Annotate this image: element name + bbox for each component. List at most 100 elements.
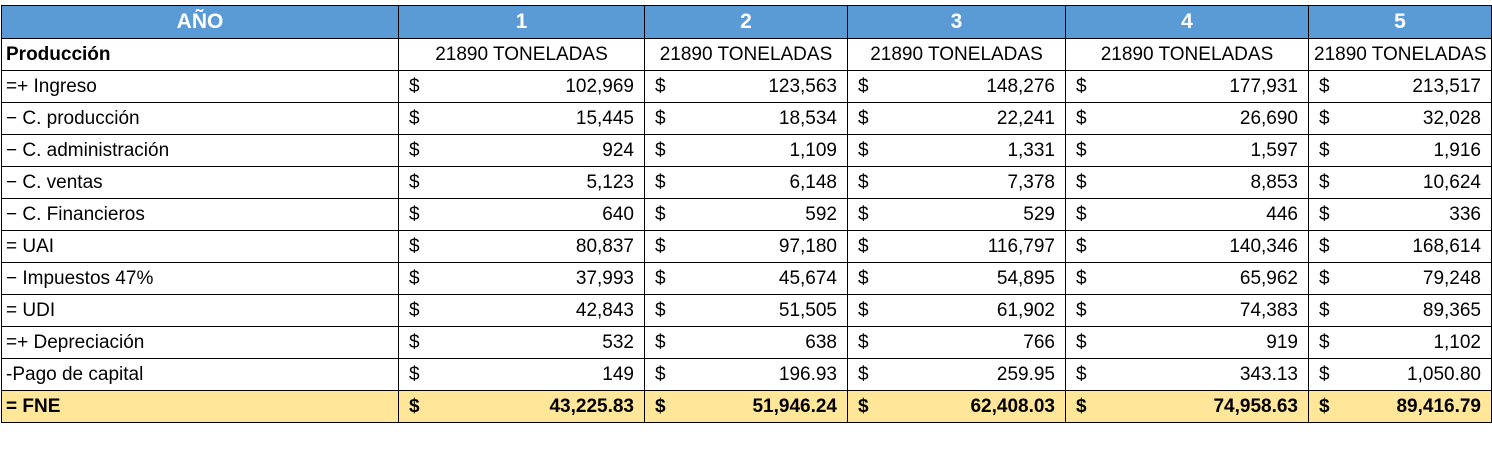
currency-cell[interactable]: $ <box>398 294 434 327</box>
currency-cell[interactable]: $ <box>398 102 434 135</box>
value-cell[interactable]: 65,962 <box>1100 262 1309 295</box>
currency-cell[interactable]: $ <box>1065 166 1101 199</box>
currency-cell[interactable]: $ <box>847 326 883 359</box>
currency-cell[interactable]: $ <box>1065 198 1101 231</box>
currency-cell[interactable]: $ <box>398 230 434 263</box>
value-cell[interactable]: 15,445 <box>433 102 645 135</box>
row-label[interactable]: − C. administración <box>1 134 399 167</box>
currency-cell[interactable]: $ <box>847 262 883 295</box>
total-value-3[interactable]: 62,408.03 <box>882 390 1066 423</box>
year-header-4[interactable]: 4 <box>1065 5 1309 39</box>
currency-cell[interactable]: $ <box>644 262 680 295</box>
production-cell-5[interactable]: 21890 TONELADAS <box>1308 38 1492 71</box>
currency-cell[interactable]: $ <box>847 134 883 167</box>
value-cell[interactable]: 1,331 <box>882 134 1066 167</box>
year-header-2[interactable]: 2 <box>644 5 848 39</box>
value-cell[interactable]: 51,505 <box>679 294 848 327</box>
production-cell-4[interactable]: 21890 TONELADAS <box>1065 38 1309 71</box>
currency-cell[interactable]: $ <box>1308 326 1344 359</box>
currency-cell[interactable]: $ <box>1065 70 1101 103</box>
value-cell[interactable]: 924 <box>433 134 645 167</box>
currency-cell[interactable]: $ <box>398 326 434 359</box>
currency-cell[interactable]: $ <box>1308 230 1344 263</box>
value-cell[interactable]: 446 <box>1100 198 1309 231</box>
currency-cell[interactable]: $ <box>644 294 680 327</box>
currency-cell[interactable]: $ <box>398 166 434 199</box>
value-cell[interactable]: 343.13 <box>1100 358 1309 391</box>
row-label[interactable]: − C. ventas <box>1 166 399 199</box>
currency-cell[interactable]: $ <box>1308 102 1344 135</box>
currency-cell[interactable]: $ <box>1308 134 1344 167</box>
currency-cell[interactable]: $ <box>847 102 883 135</box>
currency-cell[interactable]: $ <box>644 70 680 103</box>
currency-cell[interactable]: $ <box>1065 230 1101 263</box>
production-cell-3[interactable]: 21890 TONELADAS <box>847 38 1066 71</box>
value-cell[interactable]: 54,895 <box>882 262 1066 295</box>
production-cell-1[interactable]: 21890 TONELADAS <box>398 38 645 71</box>
value-cell[interactable]: 10,624 <box>1343 166 1492 199</box>
value-cell[interactable]: 5,123 <box>433 166 645 199</box>
value-cell[interactable]: 1,050.80 <box>1343 358 1492 391</box>
value-cell[interactable]: 213,517 <box>1343 70 1492 103</box>
currency-cell[interactable]: $ <box>644 358 680 391</box>
currency-cell[interactable]: $ <box>398 262 434 295</box>
value-cell[interactable]: 1,597 <box>1100 134 1309 167</box>
currency-cell[interactable]: $ <box>847 230 883 263</box>
currency-cell[interactable]: $ <box>847 358 883 391</box>
value-cell[interactable]: 37,993 <box>433 262 645 295</box>
row-label[interactable]: − C. Financieros <box>1 198 399 231</box>
value-cell[interactable]: 6,148 <box>679 166 848 199</box>
total-value-1[interactable]: 43,225.83 <box>433 390 645 423</box>
value-cell[interactable]: 766 <box>882 326 1066 359</box>
value-cell[interactable]: 532 <box>433 326 645 359</box>
total-currency-3[interactable]: $ <box>847 390 883 423</box>
value-cell[interactable]: 1,109 <box>679 134 848 167</box>
total-value-2[interactable]: 51,946.24 <box>679 390 848 423</box>
currency-cell[interactable]: $ <box>1308 294 1344 327</box>
value-cell[interactable]: 177,931 <box>1100 70 1309 103</box>
value-cell[interactable]: 79,248 <box>1343 262 1492 295</box>
currency-cell[interactable]: $ <box>644 134 680 167</box>
value-cell[interactable]: 336 <box>1343 198 1492 231</box>
value-cell[interactable]: 638 <box>679 326 848 359</box>
value-cell[interactable]: 61,902 <box>882 294 1066 327</box>
currency-cell[interactable]: $ <box>1308 166 1344 199</box>
value-cell[interactable]: 148,276 <box>882 70 1066 103</box>
value-cell[interactable]: 22,241 <box>882 102 1066 135</box>
year-header-label[interactable]: AÑO <box>1 5 399 39</box>
value-cell[interactable]: 123,563 <box>679 70 848 103</box>
currency-cell[interactable]: $ <box>398 70 434 103</box>
value-cell[interactable]: 7,378 <box>882 166 1066 199</box>
production-cell-2[interactable]: 21890 TONELADAS <box>644 38 848 71</box>
currency-cell[interactable]: $ <box>847 70 883 103</box>
value-cell[interactable]: 168,614 <box>1343 230 1492 263</box>
row-label[interactable]: = UAI <box>1 230 399 263</box>
value-cell[interactable]: 45,674 <box>679 262 848 295</box>
currency-cell[interactable]: $ <box>1308 70 1344 103</box>
total-currency-4[interactable]: $ <box>1065 390 1101 423</box>
value-cell[interactable]: 1,102 <box>1343 326 1492 359</box>
value-cell[interactable]: 919 <box>1100 326 1309 359</box>
total-label[interactable]: = FNE <box>1 390 399 423</box>
currency-cell[interactable]: $ <box>1065 294 1101 327</box>
row-label[interactable]: =+ Ingreso <box>1 70 399 103</box>
currency-cell[interactable]: $ <box>644 102 680 135</box>
currency-cell[interactable]: $ <box>644 230 680 263</box>
value-cell[interactable]: 97,180 <box>679 230 848 263</box>
currency-cell[interactable]: $ <box>1065 102 1101 135</box>
currency-cell[interactable]: $ <box>644 198 680 231</box>
total-currency-2[interactable]: $ <box>644 390 680 423</box>
currency-cell[interactable]: $ <box>1308 358 1344 391</box>
row-label[interactable]: =+ Depreciación <box>1 326 399 359</box>
value-cell[interactable]: 259.95 <box>882 358 1066 391</box>
value-cell[interactable]: 592 <box>679 198 848 231</box>
row-label[interactable]: -Pago de capital <box>1 358 399 391</box>
row-label[interactable]: − Impuestos 47% <box>1 262 399 295</box>
currency-cell[interactable]: $ <box>1065 358 1101 391</box>
year-header-3[interactable]: 3 <box>847 5 1066 39</box>
currency-cell[interactable]: $ <box>1065 262 1101 295</box>
total-currency-5[interactable]: $ <box>1308 390 1344 423</box>
value-cell[interactable]: 196.93 <box>679 358 848 391</box>
production-label[interactable]: Producción <box>1 38 399 71</box>
total-value-5[interactable]: 89,416.79 <box>1343 390 1492 423</box>
